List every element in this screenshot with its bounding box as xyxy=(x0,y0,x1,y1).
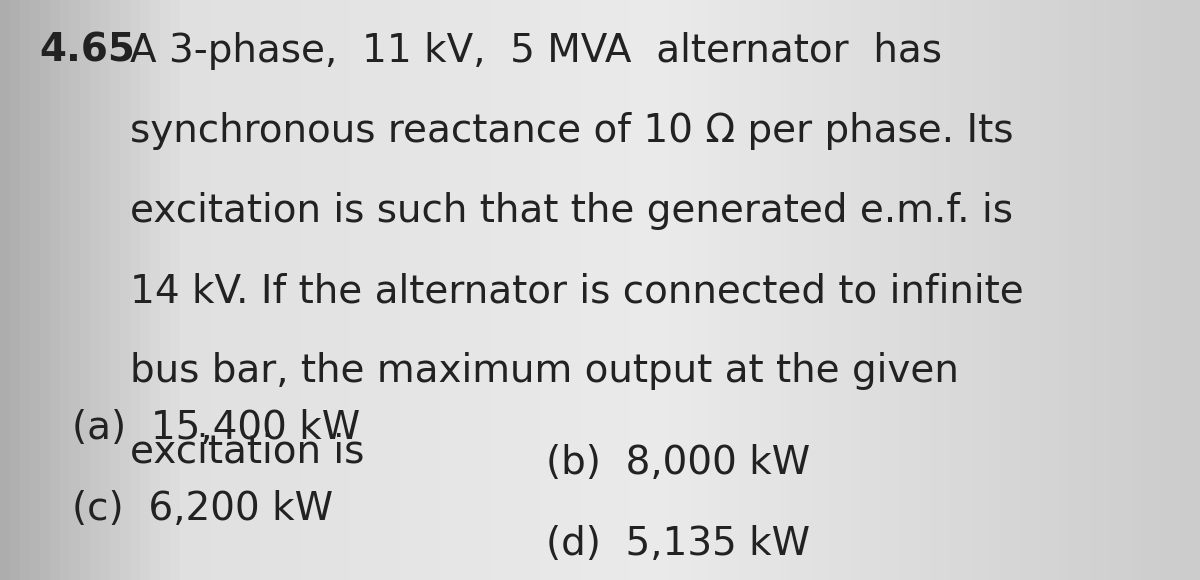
Text: (c)  6,200 kW: (c) 6,200 kW xyxy=(72,490,334,528)
Text: synchronous reactance of 10 Ω per phase. Its: synchronous reactance of 10 Ω per phase.… xyxy=(130,112,1013,150)
Text: 4.65: 4.65 xyxy=(40,32,136,70)
Text: bus bar, the maximum output at the given: bus bar, the maximum output at the given xyxy=(130,352,959,390)
Text: A 3-phase,  11 kV,  5 MVA  alternator  has: A 3-phase, 11 kV, 5 MVA alternator has xyxy=(130,32,942,70)
Text: excitation is: excitation is xyxy=(130,432,364,470)
Text: 14 kV. If the alternator is connected to infinite: 14 kV. If the alternator is connected to… xyxy=(130,272,1024,310)
Text: (b)  8,000 kW: (b) 8,000 kW xyxy=(546,444,810,482)
Text: excitation is such that the generated e.m.f. is: excitation is such that the generated e.… xyxy=(130,192,1013,230)
Text: (a)  15,400 kW: (a) 15,400 kW xyxy=(72,409,360,447)
Text: (d)  5,135 kW: (d) 5,135 kW xyxy=(546,525,810,563)
